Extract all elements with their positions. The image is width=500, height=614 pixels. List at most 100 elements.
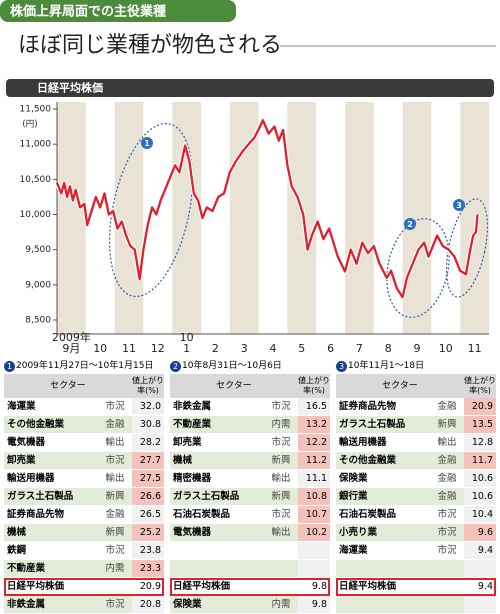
sector: 不動産業 — [4, 560, 98, 577]
change: 20.8 — [132, 596, 164, 613]
table: 3 10年11月1〜18日 セクター 値上がり率(%) 証券商品先物 金融 20.9 ガラス土… — [336, 358, 496, 614]
table-row: 不動産業 内需 13.2 — [170, 416, 330, 434]
sector: 保険業 — [336, 470, 430, 487]
change: 9.8 — [298, 578, 330, 595]
x-tick-label: 5 — [298, 342, 305, 355]
table: 1 2009年11月27日〜10年1月15日 セクター 値上がり率(%) 海運業 市況 32… — [4, 358, 164, 614]
sector: 日経平均株価 — [336, 578, 430, 595]
month-band — [431, 102, 461, 334]
table-row: 石油石炭製品 市況 10.7 — [170, 506, 330, 524]
table-row: 輸送用機器 輸出 27.5 — [4, 470, 164, 488]
sector: 保険業 — [170, 596, 264, 613]
x-tick-label: 2 — [212, 342, 219, 355]
sector: 海運業 — [336, 542, 430, 559]
x-tick-label: 12 — [151, 342, 165, 355]
sector-type: 内需 — [264, 596, 298, 613]
table-row: 卸売業 市況 27.7 — [4, 452, 164, 470]
change: 26.5 — [132, 506, 164, 523]
change: 11.1 — [298, 470, 330, 487]
change: 28.2 — [132, 434, 164, 451]
annotation-ellipse — [108, 122, 194, 298]
sector-type — [264, 560, 298, 577]
header-cell: セクター — [216, 381, 252, 391]
annotation-number: 2 — [407, 220, 413, 229]
table-row: ガラス土石製品 新興 10.8 — [170, 488, 330, 506]
header-cell: セクター — [50, 381, 86, 391]
change — [464, 560, 496, 577]
change: 10.7 — [298, 506, 330, 523]
sector: 機械 — [4, 524, 98, 541]
table-row: 保険業 金融 10.6 — [336, 470, 496, 488]
sector: 日経平均株価 — [4, 578, 98, 595]
sector: 小売り業 — [336, 524, 430, 541]
change: 25.2 — [132, 524, 164, 541]
change — [464, 596, 496, 613]
table-row: 卸売業 市況 12.2 — [170, 434, 330, 452]
sector: 卸売業 — [4, 452, 98, 469]
sector: 非鉄金属 — [4, 596, 98, 613]
sector: 石油石炭製品 — [336, 506, 430, 523]
change: 27.7 — [132, 452, 164, 469]
table-title: 3 10年11月1〜18日 — [336, 358, 496, 374]
sector-type: 金融 — [430, 398, 464, 415]
y-tick-label: 9,500 — [25, 245, 51, 255]
change: 9.4 — [464, 542, 496, 559]
sector-type: 新興 — [264, 488, 298, 505]
month-band — [114, 102, 144, 334]
change: 10.2 — [298, 524, 330, 541]
table-row: 電気機器 輸出 28.2 — [4, 434, 164, 452]
change: 20.9 — [464, 398, 496, 415]
change: 26.6 — [132, 488, 164, 505]
y-tick-label: 9,000 — [25, 280, 51, 290]
table-header: セクター 値上がり率(%) — [4, 374, 164, 398]
change: 30.8 — [132, 416, 164, 433]
table-title: 1 2009年11月27日〜10年1月15日 — [4, 358, 164, 374]
table-row: 輸送用機器 輸出 12.8 — [336, 434, 496, 452]
y-tick-label: 11,000 — [20, 140, 52, 150]
sector: 卸売業 — [170, 434, 264, 451]
x-tick-label: 11 — [122, 342, 136, 355]
sector-type: 市況 — [430, 506, 464, 523]
sector: 不動産業 — [170, 416, 264, 433]
tag-bg — [0, 0, 236, 22]
sector: 銀行業 — [336, 488, 430, 505]
month-band — [373, 102, 403, 334]
sector: 電気機器 — [170, 524, 264, 541]
table-row: 証券商品先物 金融 26.5 — [4, 506, 164, 524]
y-tick-label: 8,500 — [25, 316, 51, 326]
sector: 日経平均株価 — [170, 578, 264, 595]
table-row: その他金融業 金融 11.7 — [336, 452, 496, 470]
table-row: その他金融業 金融 30.8 — [4, 416, 164, 434]
x-year-label: 10 — [180, 331, 194, 344]
x-tick-label: 9月 — [62, 342, 80, 355]
table-number: 2 — [170, 360, 181, 372]
nikkei-row: 日経平均株価 9.4 — [336, 578, 496, 596]
sector-type: 新興 — [98, 488, 132, 505]
table-row: 海運業 市況 32.0 — [4, 398, 164, 416]
sector: 海運業 — [4, 398, 98, 415]
month-band — [460, 102, 489, 334]
sector-type: 輸出 — [264, 470, 298, 487]
sector-type: 新興 — [430, 416, 464, 433]
headline: ほぼ同じ業種が物色される — [18, 33, 282, 58]
table-row: 精密機器 輸出 11.1 — [170, 470, 330, 488]
header-cell: 値上がり率(%) — [464, 376, 496, 395]
change: 23.3 — [132, 560, 164, 577]
sector-type: 金融 — [430, 452, 464, 469]
sector: その他金融業 — [336, 452, 430, 469]
x-tick-label: 11 — [468, 342, 482, 355]
table-row — [336, 596, 496, 614]
sector-type — [98, 578, 132, 595]
table-row: 海運業 市況 9.4 — [336, 542, 496, 560]
change — [298, 560, 330, 577]
change: 13.5 — [464, 416, 496, 433]
sector: 証券商品先物 — [336, 398, 430, 415]
change: 9.8 — [298, 596, 330, 613]
sector-type — [264, 542, 298, 559]
sector-type: 内需 — [98, 560, 132, 577]
change: 23.8 — [132, 542, 164, 559]
x-tick-label: 3 — [241, 342, 248, 355]
annotation-number: 1 — [144, 139, 150, 148]
sector-type: 輸出 — [264, 524, 298, 541]
